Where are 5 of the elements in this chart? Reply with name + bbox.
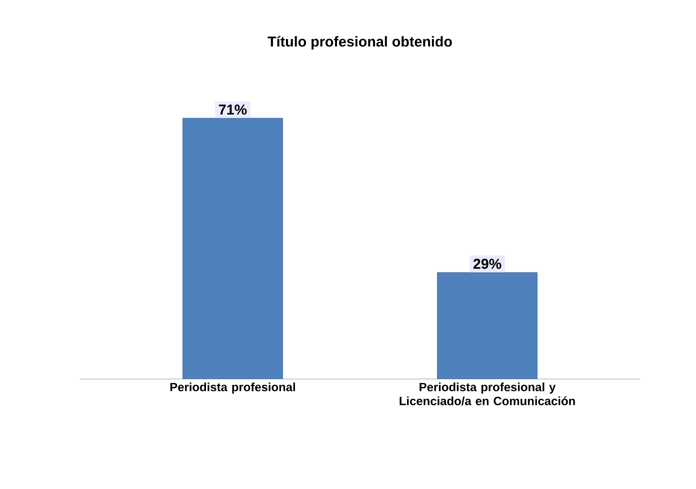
- data-label: 71%: [218, 104, 247, 115]
- x-tick-label: Periodista profesional y Licenciado/a en Comunicación: [400, 382, 575, 406]
- data-label: 29%: [473, 258, 502, 269]
- x-tick-label: Periodista profesional: [170, 382, 295, 394]
- chart-title: Título profesional obtenido: [268, 36, 452, 50]
